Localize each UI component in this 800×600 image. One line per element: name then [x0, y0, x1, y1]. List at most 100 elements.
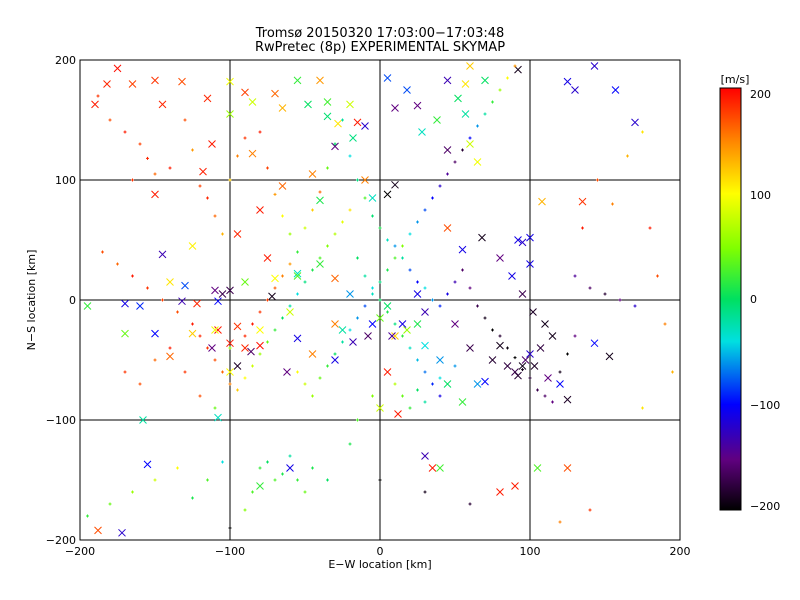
data-point-plus: [446, 292, 449, 296]
data-point-x: [421, 308, 429, 316]
data-point-x: [247, 347, 255, 356]
data-point-x: [578, 197, 587, 206]
data-point-plus: [96, 94, 100, 98]
data-point-x: [383, 74, 392, 82]
data-point-plus: [243, 376, 247, 380]
data-point-plus: [551, 400, 554, 404]
data-point-x: [514, 65, 522, 74]
data-point-plus: [468, 286, 472, 290]
data-point-x: [286, 308, 294, 316]
data-point-plus: [386, 268, 389, 272]
y-tick-labels: −200 −100 0 100 200: [46, 54, 76, 547]
data-point-plus: [288, 262, 292, 266]
data-point-x: [271, 274, 279, 283]
data-point-plus: [221, 370, 224, 374]
data-point-x: [121, 329, 129, 338]
data-point-x: [158, 250, 167, 259]
data-point-x: [481, 377, 489, 386]
data-point-x: [466, 62, 474, 70]
y-tick-label: −100: [46, 414, 76, 427]
data-point-plus: [153, 172, 157, 176]
data-point-plus: [588, 286, 592, 290]
data-point-x: [514, 236, 522, 244]
data-point-plus: [228, 178, 232, 182]
data-point-plus: [116, 262, 119, 266]
data-point-plus: [153, 358, 157, 362]
data-point-plus: [326, 244, 329, 248]
data-point-x: [563, 77, 572, 86]
data-point-plus: [416, 280, 419, 284]
data-point-x: [331, 356, 339, 364]
data-point-plus: [251, 322, 254, 326]
data-point-x: [308, 170, 317, 178]
data-point-plus: [296, 292, 299, 296]
data-point-x: [256, 341, 264, 350]
data-point-plus: [348, 154, 352, 158]
data-point-x: [538, 197, 546, 206]
data-point-plus: [416, 220, 419, 224]
data-point-x: [151, 190, 159, 199]
data-point-x: [338, 326, 347, 334]
x-tick-labels: −200 −100 0 100 200: [65, 545, 691, 558]
data-point-x: [199, 167, 207, 176]
data-point-x: [193, 299, 201, 308]
data-point-x: [151, 329, 159, 338]
data-point-plus: [483, 112, 487, 116]
data-point-plus: [371, 394, 374, 398]
data-point-x: [563, 464, 572, 472]
data-point-x: [331, 320, 339, 328]
data-point-plus: [378, 478, 382, 482]
data-point-x: [421, 452, 429, 460]
data-point-plus: [198, 334, 202, 338]
data-point-x: [590, 339, 599, 348]
data-point-plus: [453, 160, 457, 164]
data-point-plus: [423, 286, 427, 290]
data-point-x: [283, 368, 291, 376]
data-point-plus: [273, 478, 277, 482]
data-point-x: [316, 260, 324, 268]
data-point-plus: [281, 214, 284, 218]
data-point-plus: [438, 304, 442, 308]
data-point-plus: [183, 370, 187, 374]
data-point-plus: [281, 274, 284, 278]
data-point-plus: [408, 268, 412, 272]
data-point-x: [178, 77, 186, 86]
data-point-plus: [123, 130, 127, 134]
data-point-x: [421, 341, 429, 350]
data-point-plus: [648, 226, 652, 230]
data-point-x: [218, 290, 227, 298]
data-point-plus: [348, 328, 352, 332]
data-point-plus: [498, 88, 502, 92]
data-point-x: [418, 128, 426, 136]
data-point-x: [308, 350, 317, 358]
data-point-x: [518, 362, 527, 370]
data-point-x: [526, 260, 534, 268]
data-point-plus: [641, 406, 644, 410]
y-tick-label: −200: [46, 534, 76, 547]
data-point-plus: [573, 334, 577, 338]
data-point-plus: [416, 358, 419, 362]
data-point-plus: [288, 454, 292, 458]
data-point-x: [226, 286, 234, 295]
data-point-plus: [461, 148, 464, 152]
data-point-plus: [611, 202, 614, 206]
data-point-x: [403, 86, 411, 94]
data-point-x: [443, 76, 452, 85]
data-point-x: [233, 230, 242, 238]
data-point-x: [211, 326, 219, 334]
data-point-plus: [378, 280, 382, 284]
data-point-plus: [401, 244, 404, 248]
data-point-x: [473, 158, 482, 166]
data-point-x: [398, 320, 407, 328]
data-point-x: [349, 338, 357, 346]
data-point-x: [391, 180, 399, 189]
data-point-plus: [131, 274, 134, 278]
data-point-plus: [341, 118, 344, 122]
data-point-plus: [318, 190, 322, 194]
data-point-x: [233, 362, 242, 370]
data-point-plus: [228, 346, 232, 350]
data-point-plus: [318, 256, 322, 260]
data-point-plus: [618, 298, 622, 302]
data-point-plus: [461, 268, 464, 272]
data-point-plus: [251, 490, 254, 494]
